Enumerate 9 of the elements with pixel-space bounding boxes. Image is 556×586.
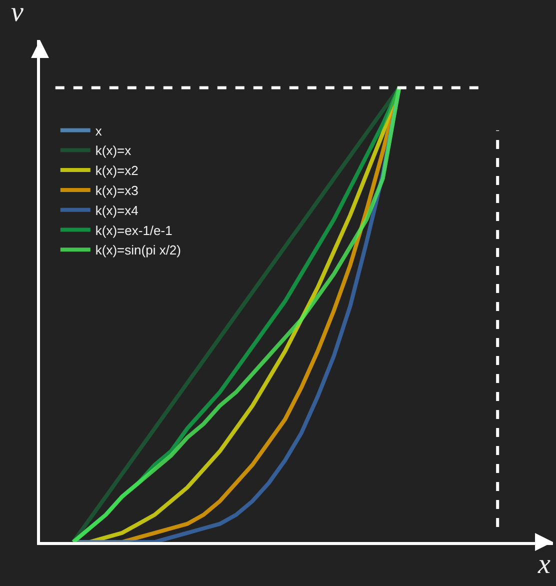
legend-label: k(x)=ex-1/e-1 — [95, 222, 172, 238]
legend-label: x — [95, 123, 102, 138]
legend-label: k(x)=sin(pi x/2) — [95, 242, 181, 258]
y-axis-title: v — [11, 0, 24, 28]
x-axis-title: x — [537, 549, 551, 580]
legend-label: k(x)=x4 — [95, 202, 138, 218]
legend-label: k(x)=x3 — [95, 183, 138, 198]
legend-label: k(x)=x2 — [95, 163, 138, 178]
legend-label: k(x)=x — [95, 143, 132, 158]
